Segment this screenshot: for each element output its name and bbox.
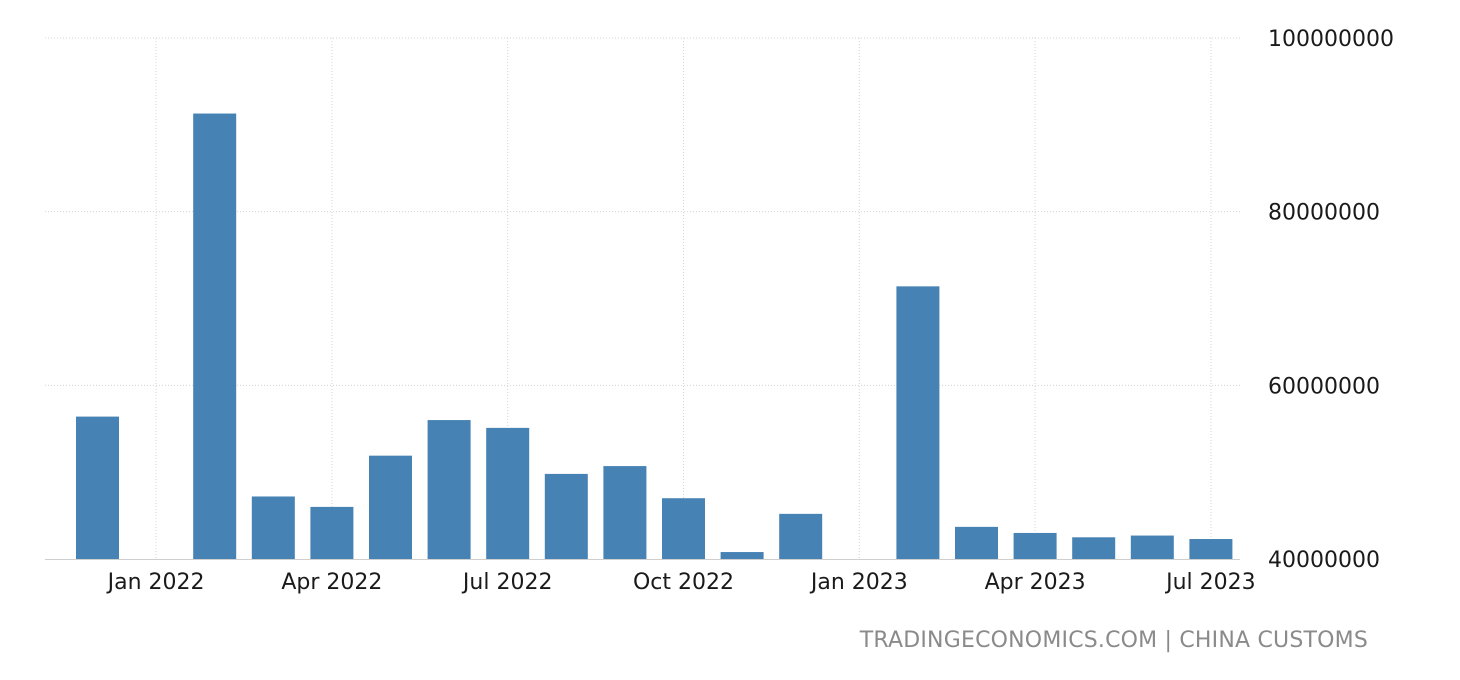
y-tick-label: 40000000 (1268, 548, 1380, 573)
bar (369, 455, 412, 559)
bar (1072, 537, 1116, 559)
source-attribution: TRADINGECONOMICS.COM | CHINA CUSTOMS (859, 628, 1368, 653)
x-tick-label: Apr 2023 (985, 570, 1086, 595)
x-tick-label: Apr 2022 (281, 570, 382, 595)
bar (896, 286, 940, 559)
bar (486, 427, 530, 559)
x-tick-label: Jul 2023 (1164, 570, 1256, 595)
bar (720, 552, 764, 559)
bar (310, 506, 354, 559)
x-tick-label: Jan 2023 (809, 570, 908, 595)
bar (1013, 532, 1057, 559)
y-tick-label: 100000000 (1268, 27, 1394, 52)
y-tick-label: 80000000 (1268, 201, 1380, 226)
y-tick-label: 60000000 (1268, 374, 1380, 399)
bar (1130, 535, 1174, 559)
y-axis: 40000000 60000000 80000000 100000000 (1268, 27, 1394, 573)
bar (603, 466, 647, 559)
x-tick-label: Jul 2022 (461, 570, 553, 595)
x-tick-label: Oct 2022 (633, 570, 734, 595)
bar (662, 498, 705, 559)
x-axis: Jan 2022 Apr 2022 Jul 2022 Oct 2022 Jan 2023… (45, 559, 1256, 595)
bar (251, 496, 295, 559)
bar (427, 420, 471, 559)
bars (76, 113, 1233, 560)
bar (955, 526, 998, 559)
grid-lines (45, 37, 1240, 559)
x-tick-label: Jan 2022 (106, 570, 205, 595)
bar (1189, 539, 1233, 559)
bar (779, 513, 823, 559)
bar (76, 416, 119, 559)
bar (193, 113, 237, 560)
bar (544, 473, 588, 559)
